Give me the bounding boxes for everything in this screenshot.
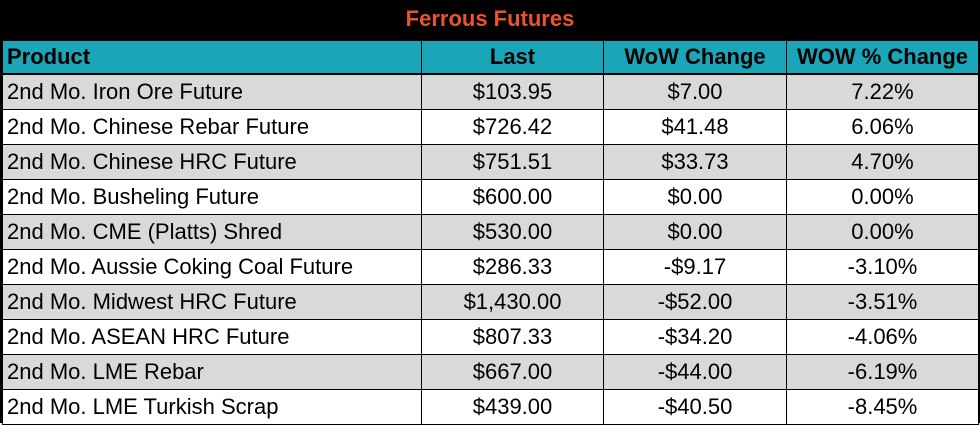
- table-row: 2nd Mo. Busheling Future $600.00 $0.00 0…: [2, 179, 979, 215]
- product-cell: 2nd Mo. Chinese HRC Future: [2, 144, 422, 180]
- table-row: 2nd Mo. Chinese Rebar Future $726.42 $41…: [2, 109, 979, 145]
- wow-change-cell: $0.00: [603, 214, 787, 250]
- wow-change-cell: $0.00: [603, 179, 787, 215]
- last-cell: $667.00: [421, 354, 604, 390]
- product-cell: 2nd Mo. LME Rebar: [2, 354, 422, 390]
- table-row: 2nd Mo. LME Rebar $667.00 -$44.00 -6.19%: [2, 354, 979, 390]
- wow-pct-cell: 6.06%: [786, 109, 979, 145]
- last-cell: $1,430.00: [421, 284, 604, 320]
- header-wow-pct: WOW % Change: [786, 40, 979, 75]
- table-row: 2nd Mo. Midwest HRC Future $1,430.00 -$5…: [2, 284, 979, 320]
- wow-pct-cell: -3.51%: [786, 284, 979, 320]
- wow-change-cell: -$52.00: [603, 284, 787, 320]
- wow-pct-cell: 0.00%: [786, 179, 979, 215]
- table-row: 2nd Mo. CME (Platts) Shred $530.00 $0.00…: [2, 214, 979, 250]
- wow-change-cell: -$44.00: [603, 354, 787, 390]
- header-last: Last: [421, 40, 604, 75]
- wow-pct-cell: 7.22%: [786, 73, 979, 110]
- wow-pct-cell: -3.10%: [786, 249, 979, 285]
- header-wow-change: WoW Change: [603, 40, 787, 75]
- product-cell: 2nd Mo. Busheling Future: [2, 179, 422, 215]
- last-cell: $726.42: [421, 109, 604, 145]
- product-cell: 2nd Mo. Iron Ore Future: [2, 73, 422, 110]
- product-cell: 2nd Mo. LME Turkish Scrap: [2, 389, 422, 425]
- wow-change-cell: $33.73: [603, 144, 787, 180]
- wow-pct-cell: -8.45%: [786, 389, 979, 425]
- last-cell: $600.00: [421, 179, 604, 215]
- last-cell: $103.95: [421, 73, 604, 110]
- last-cell: $286.33: [421, 249, 604, 285]
- wow-change-cell: -$40.50: [603, 389, 787, 425]
- product-cell: 2nd Mo. Midwest HRC Future: [2, 284, 422, 320]
- header-product: Product: [2, 40, 422, 75]
- table-row: 2nd Mo. Iron Ore Future $103.95 $7.00 7.…: [2, 73, 979, 110]
- table-row: 2nd Mo. Aussie Coking Coal Future $286.3…: [2, 249, 979, 285]
- table-title: Ferrous Futures: [2, 0, 978, 40]
- wow-pct-cell: 0.00%: [786, 214, 979, 250]
- last-cell: $751.51: [421, 144, 604, 180]
- wow-change-cell: $41.48: [603, 109, 787, 145]
- table-row: 2nd Mo. LME Turkish Scrap $439.00 -$40.5…: [2, 389, 979, 425]
- table-row: 2nd Mo. ASEAN HRC Future $807.33 -$34.20…: [2, 319, 979, 355]
- wow-change-cell: -$34.20: [603, 319, 787, 355]
- table-row: 2nd Mo. Chinese HRC Future $751.51 $33.7…: [2, 144, 979, 180]
- wow-change-cell: $7.00: [603, 73, 787, 110]
- wow-pct-cell: -4.06%: [786, 319, 979, 355]
- last-cell: $439.00: [421, 389, 604, 425]
- last-cell: $807.33: [421, 319, 604, 355]
- wow-change-cell: -$9.17: [603, 249, 787, 285]
- wow-pct-cell: 4.70%: [786, 144, 979, 180]
- last-cell: $530.00: [421, 214, 604, 250]
- header-row: Product Last WoW Change WOW % Change: [2, 40, 979, 75]
- product-cell: 2nd Mo. CME (Platts) Shred: [2, 214, 422, 250]
- product-cell: 2nd Mo. Aussie Coking Coal Future: [2, 249, 422, 285]
- product-cell: 2nd Mo. Chinese Rebar Future: [2, 109, 422, 145]
- wow-pct-cell: -6.19%: [786, 354, 979, 390]
- futures-table: Product Last WoW Change WOW % Change 2nd…: [2, 40, 979, 425]
- product-cell: 2nd Mo. ASEAN HRC Future: [2, 319, 422, 355]
